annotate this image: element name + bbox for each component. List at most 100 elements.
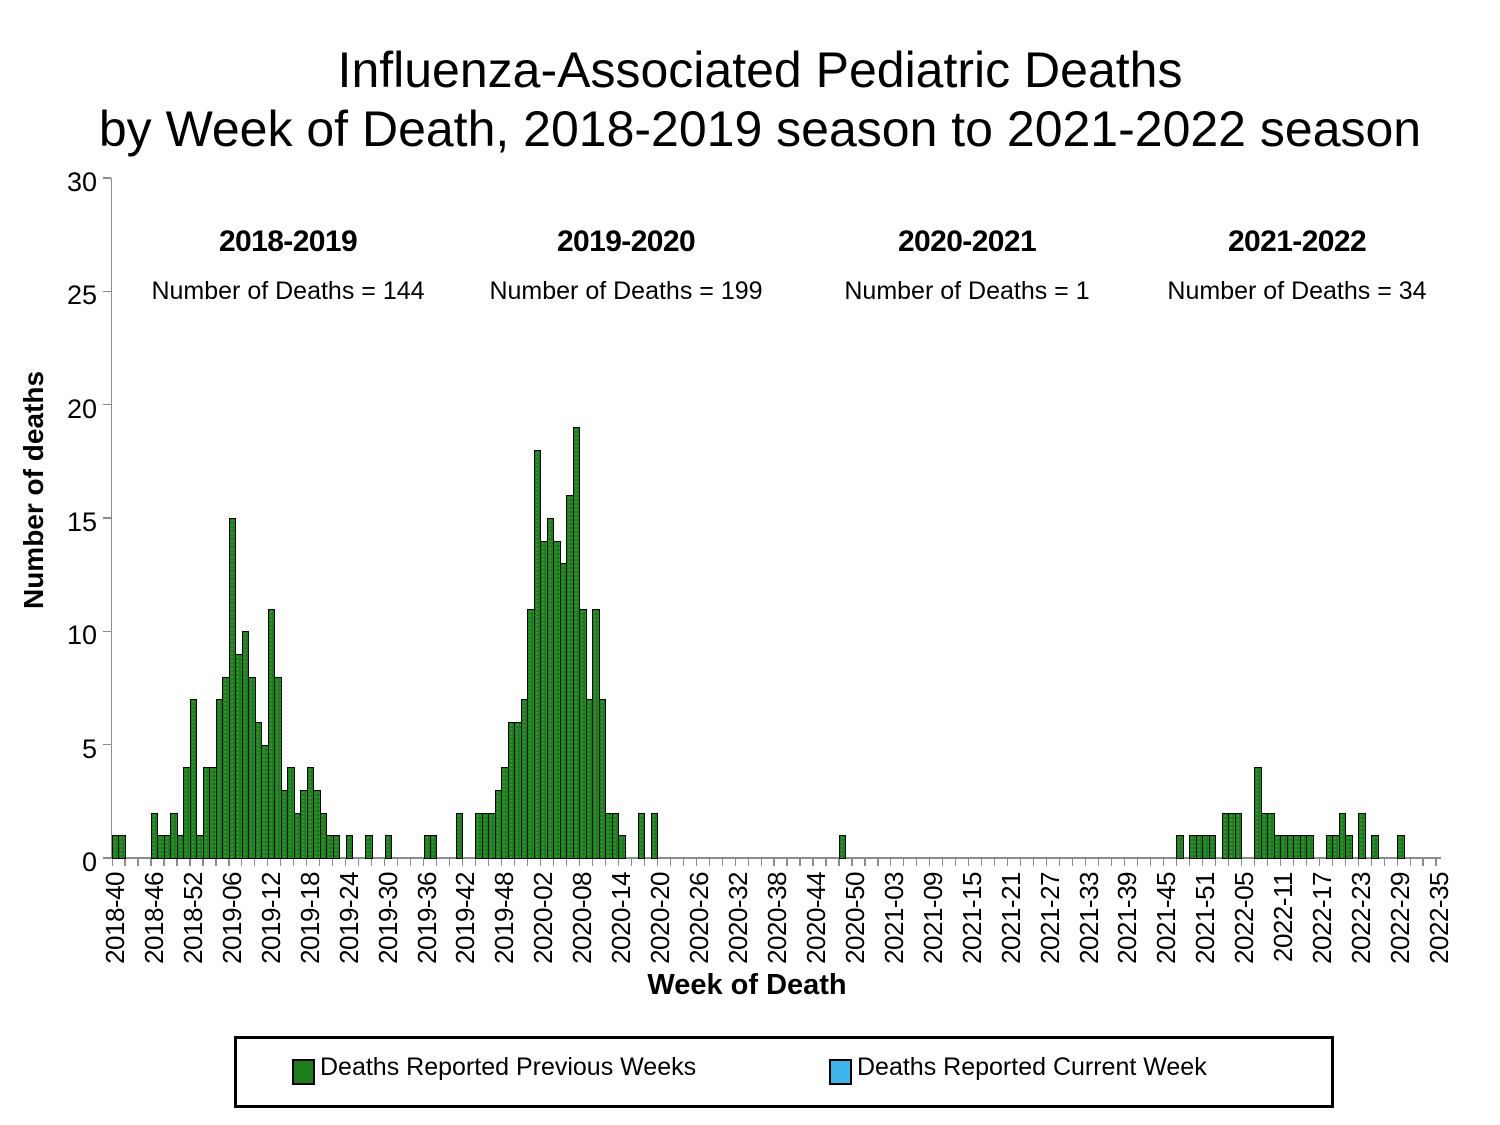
y-axis-title: Number of deaths <box>18 370 49 610</box>
x-tick <box>734 858 736 866</box>
x-tick <box>358 858 360 866</box>
bar-week-2022-25 <box>1371 835 1379 859</box>
y-tick-label: 10 <box>66 620 97 651</box>
x-tick-label: 2022-11 <box>1268 872 1299 962</box>
bar-week-2020-17 <box>637 812 646 859</box>
x-tick-label: 2021-03 <box>878 872 909 964</box>
x-tick-label: 2019-06 <box>216 872 247 964</box>
x-tick <box>877 858 879 866</box>
x-tick-label: 2021-51 <box>1190 872 1221 964</box>
x-tick <box>1201 858 1203 866</box>
x-tick <box>799 858 801 866</box>
bar-week-2019-24 <box>345 835 354 859</box>
x-tick <box>1085 858 1087 866</box>
x-tick <box>293 858 295 866</box>
x-tick <box>773 858 775 866</box>
x-tick <box>617 858 619 866</box>
x-tick <box>578 858 580 866</box>
x-tick <box>1123 858 1126 866</box>
x-tick <box>410 858 412 866</box>
x-tick-label: 2021-21 <box>995 872 1026 964</box>
x-tick-label: 2021-09 <box>917 872 948 964</box>
bar-week-2019-22 <box>332 835 341 859</box>
x-tick <box>1253 858 1255 866</box>
x-tick <box>747 858 749 866</box>
x-tick <box>1033 858 1035 866</box>
x-tick <box>1266 858 1268 866</box>
y-tick <box>103 857 111 859</box>
x-tick <box>513 858 516 866</box>
x-tick <box>656 858 658 866</box>
y-tick <box>103 744 111 746</box>
x-tick <box>1136 858 1139 866</box>
y-tick-label: 20 <box>66 393 97 424</box>
x-tick <box>397 858 399 866</box>
y-tick <box>103 177 111 179</box>
x-tick-label: 2020-08 <box>567 872 598 964</box>
x-tick-label: 2021-33 <box>1073 872 1104 964</box>
bar-week-2022-23 <box>1358 812 1366 859</box>
y-tick-label: 30 <box>66 167 97 197</box>
x-tick <box>708 858 710 866</box>
season-note-2021-2022: Number of Deaths = 34 <box>1167 277 1427 305</box>
x-tick <box>176 858 178 866</box>
x-tick <box>1059 858 1061 866</box>
x-tick <box>1370 858 1372 866</box>
x-tick <box>332 858 334 866</box>
bar-week-2020-19 <box>650 812 659 859</box>
y-tick-label: 0 <box>81 847 97 877</box>
bar-week-2019-27 <box>365 835 373 859</box>
legend: Deaths Reported Previous Weeks Deaths Re… <box>234 1036 1334 1108</box>
x-tick <box>306 858 308 866</box>
season-header-2018-2019: 2018-2019 <box>218 225 358 258</box>
bar-week-2019-41 <box>455 812 464 859</box>
bar-week-2018-41 <box>118 835 126 859</box>
x-tick <box>111 858 113 866</box>
x-tick <box>1331 858 1333 866</box>
x-tick <box>1227 858 1229 866</box>
bar-week-2022-15 <box>1306 835 1314 859</box>
x-tick-label: 2020-44 <box>800 872 831 964</box>
x-tick <box>916 858 918 866</box>
x-tick <box>1188 858 1191 866</box>
x-tick <box>864 858 866 866</box>
x-tick <box>1396 858 1398 866</box>
x-tick <box>786 858 788 866</box>
x-tick <box>1110 858 1113 866</box>
x-tick <box>1214 858 1216 866</box>
x-tick <box>630 858 632 866</box>
y-tick <box>103 630 111 633</box>
x-tick <box>981 858 983 866</box>
x-tick <box>526 858 529 866</box>
x-tick <box>1422 858 1424 866</box>
x-tick <box>461 858 464 866</box>
x-tick <box>1292 858 1294 866</box>
x-tick <box>838 858 840 866</box>
x-tick-label: 2021-45 <box>1151 872 1182 964</box>
x-tick-label: 2022-05 <box>1229 872 1260 964</box>
x-tick <box>968 858 970 866</box>
x-tick <box>643 858 645 866</box>
x-tick <box>812 858 814 866</box>
x-tick <box>345 858 347 866</box>
x-tick <box>150 858 152 866</box>
chart-title: Influenza-Associated Pediatric Deaths by… <box>20 41 1500 159</box>
x-tick-label: 2020-20 <box>645 872 676 964</box>
y-tick-label: 5 <box>81 733 97 764</box>
x-tick <box>1305 858 1307 866</box>
x-tick <box>955 858 957 866</box>
x-tick <box>163 858 165 866</box>
x-tick <box>669 858 671 866</box>
season-note-2020-2021: Number of Deaths = 1 <box>844 277 1090 305</box>
x-tick <box>1279 858 1281 866</box>
x-tick-label: 2020-14 <box>606 872 637 964</box>
x-tick <box>604 858 606 866</box>
x-tick-label: 2018-52 <box>177 872 208 964</box>
x-tick <box>994 858 996 866</box>
previous-weeks-swatch <box>292 1059 315 1085</box>
x-tick <box>1435 858 1437 866</box>
bar-week-2018-52 <box>189 699 198 859</box>
x-tick <box>903 858 905 866</box>
chart-title-line1: Influenza-Associated Pediatric Deaths <box>337 42 1183 98</box>
